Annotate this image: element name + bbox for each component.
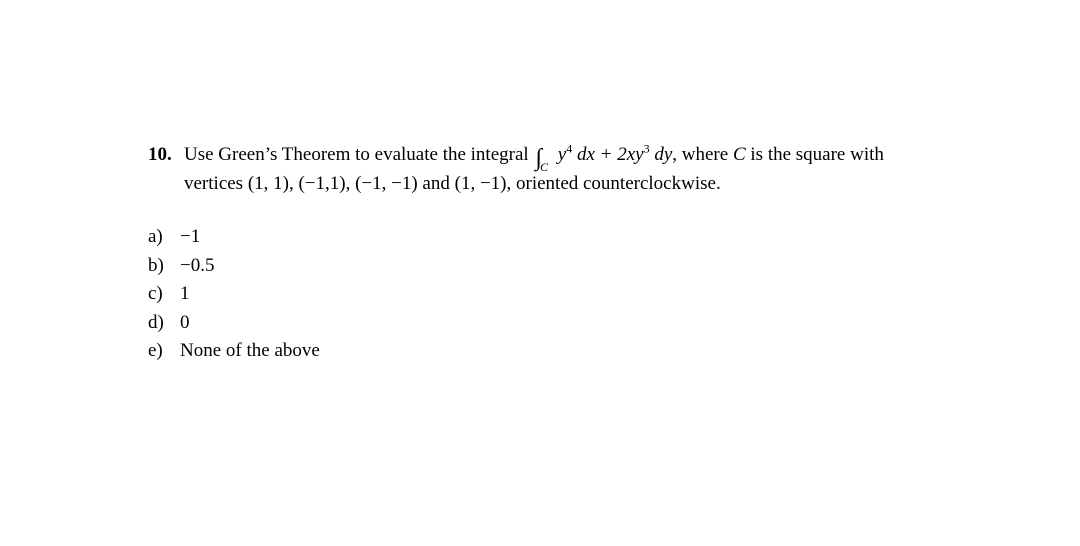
question-text: Use Green’s Theorem to evaluate the inte…	[184, 140, 968, 199]
question-number: 10.	[148, 140, 184, 169]
option-a: a) −1	[148, 223, 320, 252]
option-text: 1	[180, 280, 190, 309]
options-block: a) −1 b) −0.5 c) 1 d) 0 e) None of the a…	[148, 223, 320, 366]
vertices-list: (1, 1), (−1,1), (−1, −1) and (1, −1)	[248, 173, 507, 194]
integrand-tail: dy	[650, 144, 673, 165]
page: 10. Use Green’s Theorem to evaluate the …	[0, 0, 1080, 546]
option-c: c) 1	[148, 280, 320, 309]
integral-expression: ∫C	[535, 144, 551, 168]
tail-1: is the square with	[746, 144, 884, 165]
question-prefix: Use Green’s Theorem to evaluate the inte…	[184, 144, 533, 165]
integral-subscript: C	[540, 158, 548, 177]
line2-tail: , oriented counterclockwise.	[507, 173, 721, 194]
option-text: −0.5	[180, 252, 214, 281]
option-letter: a)	[148, 223, 180, 252]
integrand-middle: dx + 2xy	[572, 144, 643, 165]
option-letter: b)	[148, 252, 180, 281]
option-text: 0	[180, 309, 190, 338]
var-y: y	[558, 144, 566, 165]
question-block: 10. Use Green’s Theorem to evaluate the …	[148, 140, 968, 199]
line2-prefix: vertices	[184, 173, 248, 194]
option-letter: e)	[148, 337, 180, 366]
option-text: −1	[180, 223, 200, 252]
question-row: 10. Use Green’s Theorem to evaluate the …	[148, 140, 968, 199]
curve-var: C	[733, 144, 746, 165]
option-letter: d)	[148, 309, 180, 338]
option-b: b) −0.5	[148, 252, 320, 281]
option-letter: c)	[148, 280, 180, 309]
option-e: e) None of the above	[148, 337, 320, 366]
after-integral: , where	[672, 144, 733, 165]
option-text: None of the above	[180, 337, 320, 366]
option-d: d) 0	[148, 309, 320, 338]
